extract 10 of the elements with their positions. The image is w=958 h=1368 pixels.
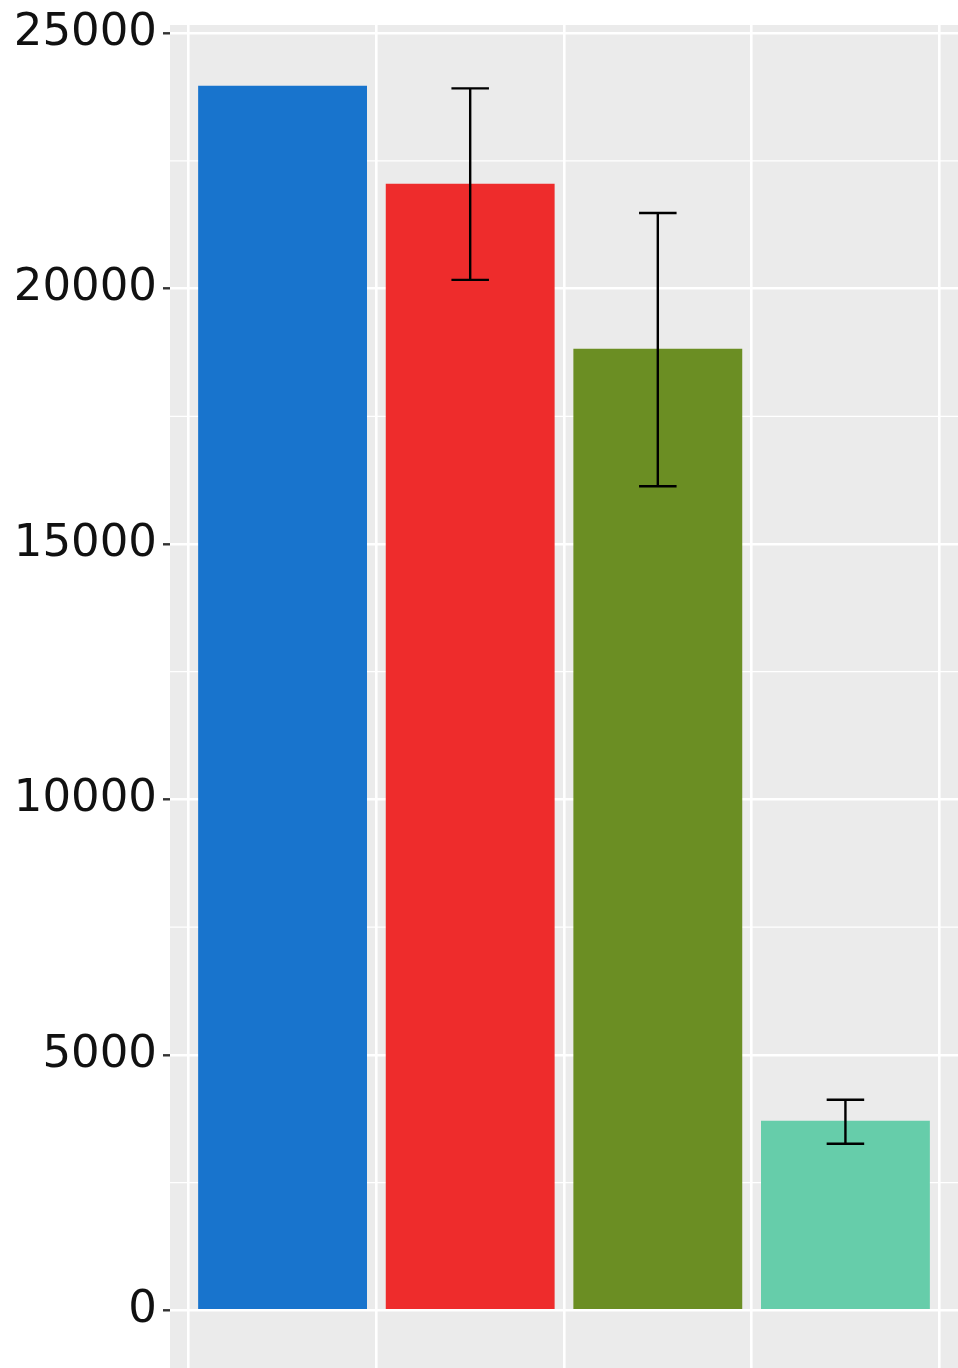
y-tick-label: 5000 [42,1024,157,1078]
bar [761,1120,930,1309]
y-tick-label: 0 [128,1279,157,1333]
y-tick-label: 20000 [13,258,157,312]
bar [573,348,743,1309]
bar [198,85,367,1309]
bar [385,183,555,1309]
y-tick-label: 15000 [13,513,157,567]
y-tick-label: 25000 [13,2,157,56]
y-tick-label: 10000 [13,769,157,823]
